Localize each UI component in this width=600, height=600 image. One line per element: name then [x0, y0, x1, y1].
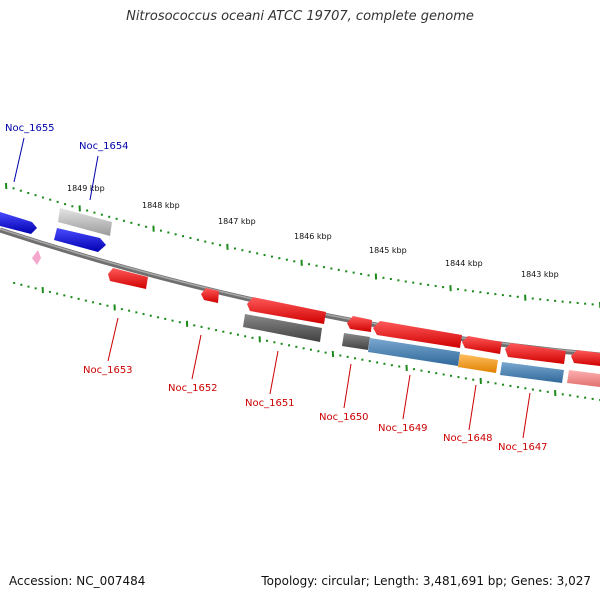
- label-leader: [269, 350, 279, 395]
- topology-text: Topology: circular; Length: 3,481,691 bp…: [261, 574, 591, 588]
- forward-gene-labels: Noc_1655 Noc_1654: [5, 123, 129, 201]
- forward-strand-genes: [0, 208, 112, 252]
- label-leader: [522, 392, 531, 439]
- scale-label: 1844 kbp: [445, 259, 483, 268]
- label-leader: [468, 384, 477, 431]
- gene-noc-1651b-arrow[interactable]: [243, 314, 322, 342]
- scale-labels: 1849 kbp 1848 kbp 1847 kbp 1846 kbp 1845…: [67, 184, 559, 279]
- gene-noc-1648b-arrow[interactable]: [458, 354, 498, 373]
- scale-label: 1848 kbp: [142, 201, 180, 210]
- gene-label-noc-1649[interactable]: Noc_1649: [378, 423, 428, 434]
- reverse-strand-genes: [32, 250, 600, 387]
- gene-noc-1650-arrow[interactable]: [347, 316, 372, 332]
- scale-label: 1849 kbp: [67, 184, 105, 193]
- label-leader: [107, 317, 119, 362]
- gene-noc-1654-arrow[interactable]: [58, 208, 112, 236]
- reverse-gene-labels: Noc_1653 Noc_1652 Noc_1651 Noc_1650 Noc_…: [83, 317, 548, 453]
- accession-text: Accession: NC_007484: [9, 574, 146, 588]
- gene-noc-1654b-arrow[interactable]: [54, 228, 106, 252]
- gene-noc-1647b-arrow[interactable]: [500, 362, 564, 383]
- gene-label-noc-1655[interactable]: Noc_1655: [5, 123, 55, 134]
- gene-next-red-arrow[interactable]: [571, 350, 600, 366]
- gene-label-noc-1652[interactable]: Noc_1652: [168, 383, 218, 394]
- gene-noc-1649b-arrow[interactable]: [368, 338, 460, 366]
- gene-label-noc-1650[interactable]: Noc_1650: [319, 412, 369, 423]
- scale-label: 1847 kbp: [218, 217, 256, 226]
- label-leader: [402, 374, 411, 420]
- map-title: Nitrosococcus oceani ATCC 19707, complet…: [126, 9, 474, 24]
- gene-label-noc-1653[interactable]: Noc_1653: [83, 365, 133, 376]
- pink-feature-arrow[interactable]: [32, 250, 41, 265]
- gene-noc-1650b-arrow[interactable]: [342, 333, 370, 350]
- gene-noc-1647-arrow[interactable]: [505, 343, 566, 364]
- gene-noc-1651-arrow[interactable]: [247, 297, 326, 324]
- gene-label-noc-1651[interactable]: Noc_1651: [245, 398, 295, 409]
- label-leader: [89, 155, 99, 201]
- label-leader: [13, 137, 25, 183]
- scale-label: 1845 kbp: [369, 246, 407, 255]
- gene-noc-1653-arrow[interactable]: [108, 268, 148, 289]
- gene-label-noc-1648[interactable]: Noc_1648: [443, 433, 493, 444]
- label-leader: [343, 363, 352, 409]
- gene-noc-1649-arrow[interactable]: [373, 321, 462, 348]
- gene-noc-1655-arrow[interactable]: [0, 212, 37, 234]
- gene-noc-1652-arrow[interactable]: [201, 288, 219, 303]
- gene-label-noc-1654[interactable]: Noc_1654: [79, 141, 129, 152]
- gene-label-noc-1647[interactable]: Noc_1647: [498, 442, 548, 453]
- gene-next-salmon-arrow[interactable]: [567, 370, 600, 387]
- scale-label: 1843 kbp: [521, 270, 559, 279]
- label-leader: [191, 334, 202, 380]
- inner-scale-ticks: [13, 281, 600, 402]
- scale-label: 1846 kbp: [294, 232, 332, 241]
- outer-scale-ticks: [5, 182, 600, 309]
- gene-noc-1648-arrow[interactable]: [462, 336, 502, 354]
